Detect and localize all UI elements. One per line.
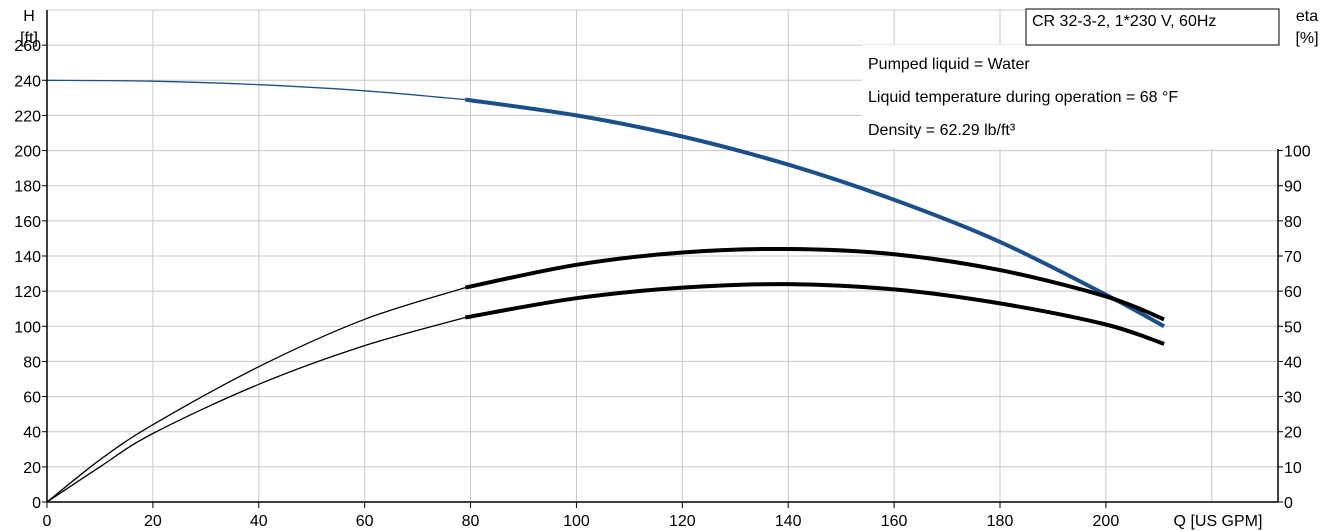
title-box: CR 32-3-2, 1*230 V, 60Hz — [1025, 8, 1280, 46]
y-left-label-unit: [ft] — [20, 30, 38, 47]
x-tick-label: 100 — [563, 513, 590, 530]
y-left-tick-label: 120 — [14, 284, 41, 301]
y-right-label-name: eta — [1296, 8, 1318, 25]
y-right-tick-label: 50 — [1284, 319, 1302, 336]
head-curve-bold — [465, 97, 1166, 329]
y-right-tick-label: 80 — [1284, 214, 1302, 231]
y-right-tick-label: 60 — [1284, 284, 1302, 301]
y-left-tick-label: 40 — [23, 425, 41, 442]
x-tick-label: 140 — [775, 513, 802, 530]
y-left-tick-label: 160 — [14, 214, 41, 231]
y-left-tick-label: 0 — [32, 495, 41, 512]
x-tick-label: 180 — [987, 513, 1014, 530]
y-left-tick-label: 80 — [23, 354, 41, 371]
y-left-tick-label: 60 — [23, 390, 41, 407]
x-tick-label: 20 — [144, 513, 162, 530]
x-tick-label: 0 — [43, 513, 52, 530]
y-left-tick-label: 140 — [14, 249, 41, 266]
y-left-tick-label: 240 — [14, 73, 41, 90]
info-panel: Pumped liquid = Water Liquid temperature… — [862, 45, 1280, 149]
curves — [46, 79, 1166, 503]
tick-labels: 0 20 40 60 80 100 120 140 160 180 2000204060801001… — [14, 38, 1311, 530]
y-right-tick-label: 70 — [1284, 249, 1302, 266]
y-left-tick-label: 220 — [14, 108, 41, 125]
efficiency-curve-upper-bold — [464, 246, 1165, 322]
y-left-tick-label: 20 — [23, 460, 41, 477]
title-box-frame — [1025, 8, 1280, 46]
info-line-temperature: Liquid temperature during operation = 68… — [868, 89, 1178, 106]
y-right-tick-label: 90 — [1284, 179, 1302, 196]
efficiency-curve-lower-thin — [46, 316, 466, 503]
y-left-tick-label: 100 — [14, 319, 41, 336]
y-left-tick-label: 180 — [14, 179, 41, 196]
y-left-label-name: H — [23, 8, 35, 25]
x-axis-label: Q [US GPM] — [1174, 513, 1263, 530]
y-left-tick-label: 200 — [14, 144, 41, 161]
x-tick-label: 160 — [881, 513, 908, 530]
x-tick-label: 80 — [462, 513, 480, 530]
chart-title: CR 32-3-2, 1*230 V, 60Hz — [1032, 13, 1216, 30]
efficiency-curve-upper-thin — [46, 286, 466, 503]
x-tick-label: 120 — [669, 513, 696, 530]
efficiency-curve-lower-bold — [464, 282, 1165, 346]
y-right-tick-label: 30 — [1284, 390, 1302, 407]
y-right-label-unit: [%] — [1295, 30, 1318, 47]
info-line-liquid: Pumped liquid = Water — [868, 56, 1030, 73]
info-panel-background — [862, 45, 1280, 149]
y-left-tick-label: 260 — [14, 38, 41, 55]
y-right-tick-label: 0 — [1284, 495, 1293, 512]
x-tick-label: 40 — [250, 513, 268, 530]
x-tick-label: 200 — [1093, 513, 1120, 530]
y-right-tick-label: 20 — [1284, 425, 1302, 442]
y-right-tick-label: 100 — [1284, 144, 1311, 161]
x-tick-label: 60 — [356, 513, 374, 530]
info-line-density: Density = 62.29 lb/ft³ — [868, 122, 1016, 139]
y-right-tick-label: 10 — [1284, 460, 1302, 477]
y-right-tick-label: 40 — [1284, 354, 1302, 371]
head-curve-thin — [46, 79, 466, 101]
